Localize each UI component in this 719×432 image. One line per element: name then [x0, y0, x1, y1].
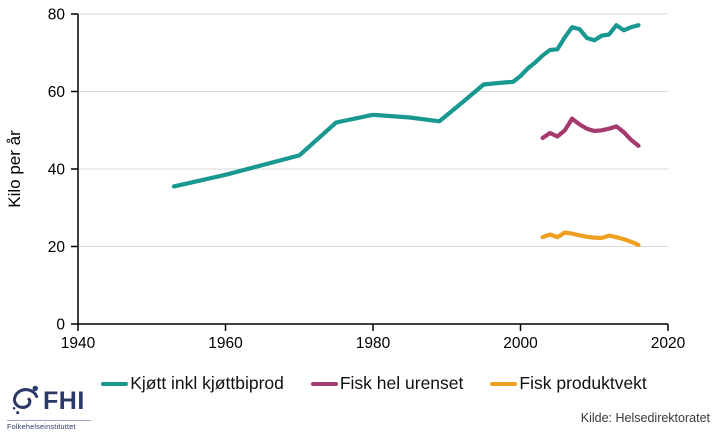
legend-item-kjott: Kjøtt inkl kjøttbiprod — [101, 373, 284, 393]
y-tick-label-80: 80 — [48, 7, 66, 24]
x-tick-label-2020: 2020 — [651, 335, 686, 352]
legend-label-fisk-produkt: Fisk produktvekt — [519, 373, 647, 393]
x-tick-label-1960: 1960 — [208, 335, 243, 352]
series-line-0 — [171, 23, 641, 189]
y-tick-label-60: 60 — [48, 84, 66, 101]
x-tick-label-1940: 1940 — [61, 335, 96, 352]
x-tick-label-1980: 1980 — [356, 335, 391, 352]
fhi-logo: FHI Folkehelseinstituttet — [7, 383, 91, 431]
y-tick-label-20: 20 — [48, 239, 66, 256]
legend-item-fisk-hel: Fisk hel urenset — [310, 373, 464, 393]
fhi-swirl-icon — [12, 385, 39, 415]
source-credit: Kilde: Helsedirektoratet — [580, 411, 710, 425]
chart-plot-area: 0 20 40 60 80 1940 1960 1980 2000 2020 Kilo per år — [5, 7, 686, 353]
legend-label-kjott: Kjøtt inkl kjøttbiprod — [130, 373, 284, 393]
y-tick-label-0: 0 — [56, 317, 65, 334]
fhi-logo-name: Folkehelseinstituttet — [7, 422, 76, 431]
fhi-logo-abbr: FHI — [43, 386, 85, 415]
series-line-2 — [540, 230, 641, 247]
y-tick-label-40: 40 — [48, 162, 66, 179]
x-tick-label-2000: 2000 — [503, 335, 538, 352]
legend-swatch-fisk-hel — [310, 381, 338, 386]
legend-label-fisk-hel: Fisk hel urenset — [339, 373, 464, 393]
legend-swatch-fisk-produkt — [490, 381, 518, 386]
chart-legend: Kjøtt inkl kjøttbiprod Fisk hel urenset … — [78, 373, 670, 393]
legend-swatch-kjott — [101, 381, 129, 386]
fhi-logo-rule — [7, 420, 91, 421]
y-axis-title: Kilo per år — [5, 130, 24, 208]
legend-item-fisk-produkt: Fisk produktvekt — [490, 373, 647, 393]
series-line-1 — [540, 116, 641, 148]
